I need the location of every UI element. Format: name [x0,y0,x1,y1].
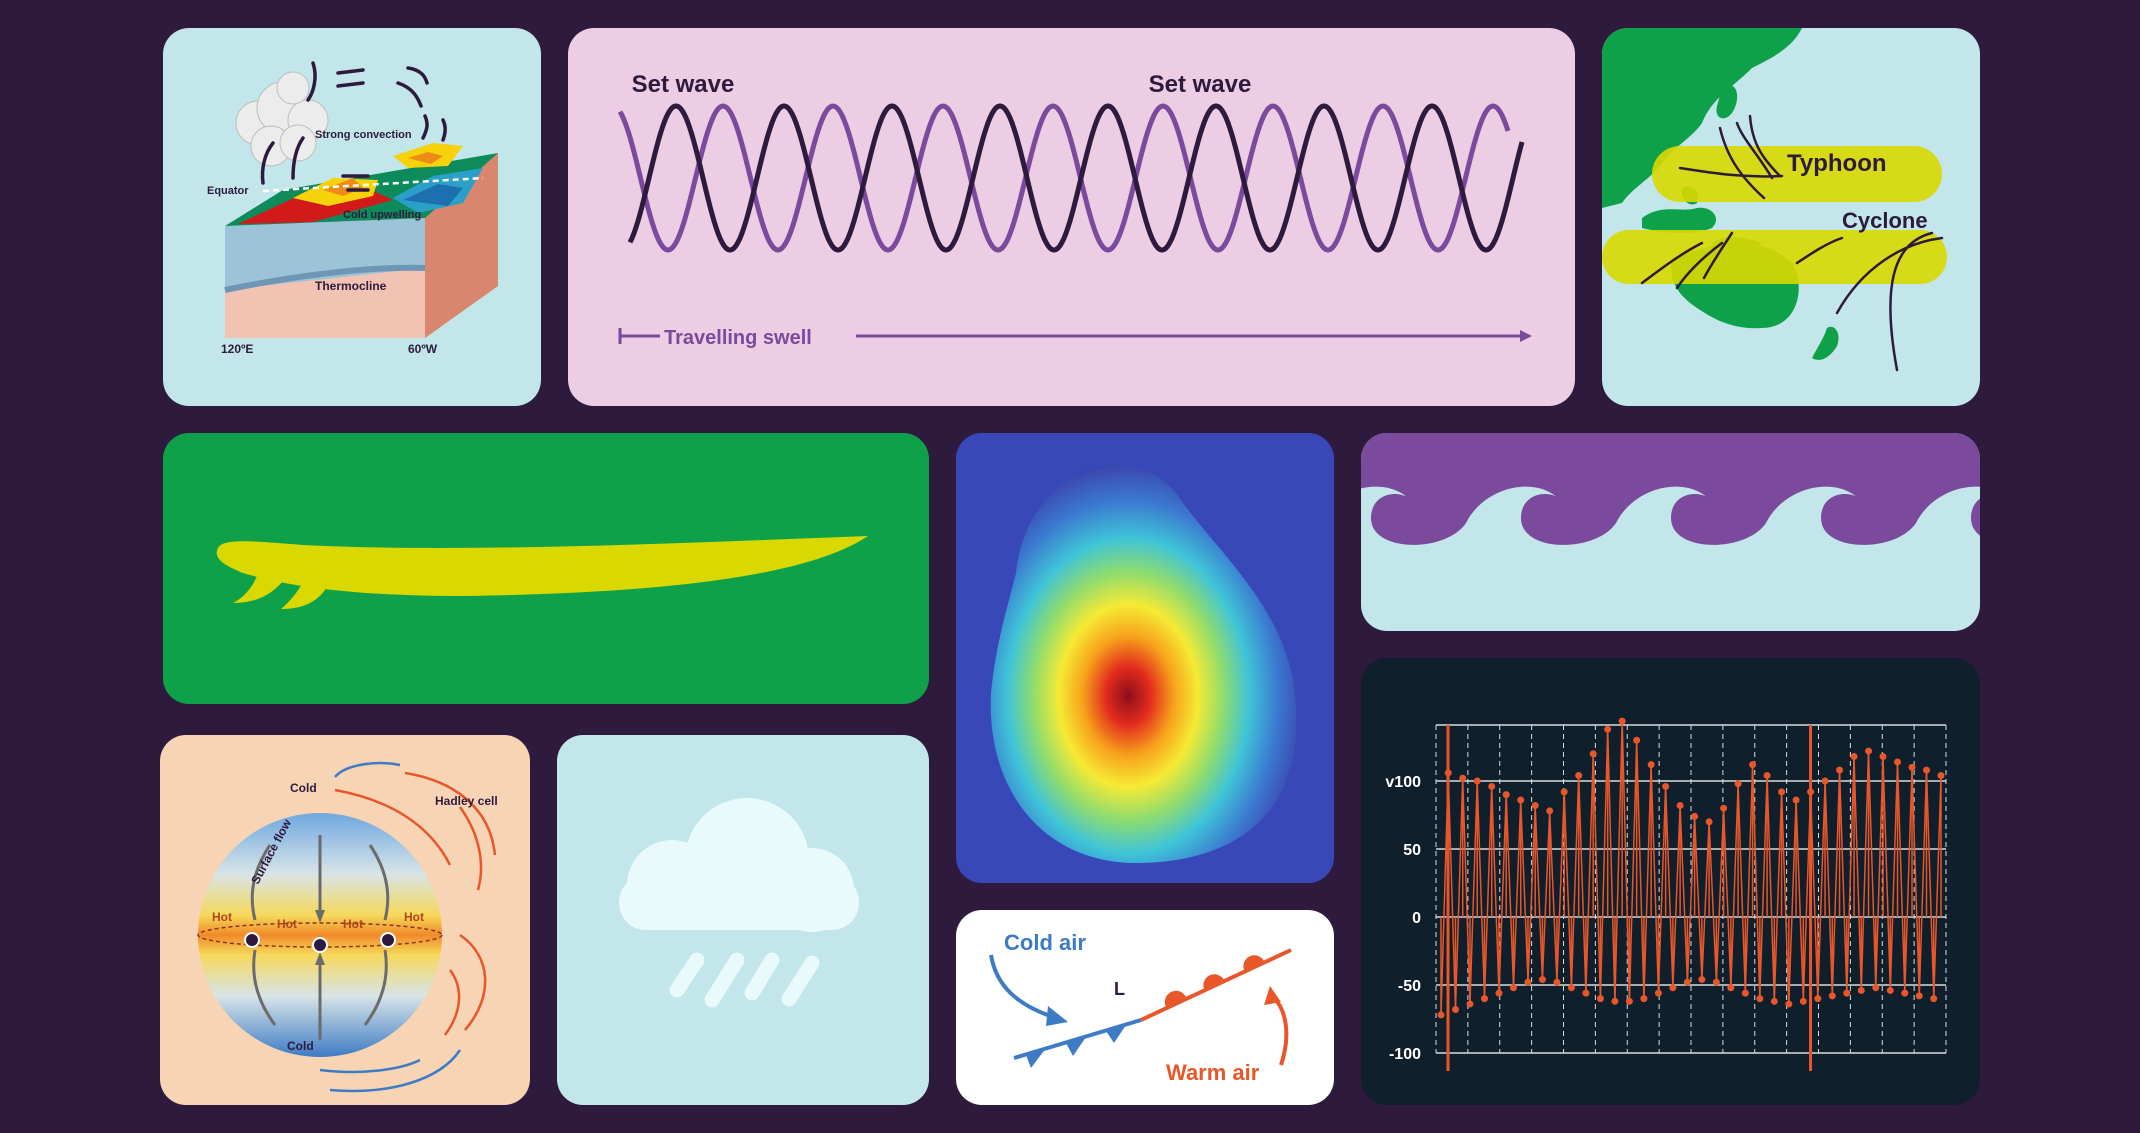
elnino-cold-upwelling-label: Cold upwelling [343,209,421,221]
set-wave-left-label: Set wave [632,71,735,98]
stem-point [1437,1011,1445,1019]
set-wave-right-label: Set wave [1149,71,1252,98]
swell-wave-dark [627,103,1525,253]
swell-wave-purple [617,103,1511,253]
elnino-equator-label: Equator [207,185,249,197]
swell-tile: Set wave Set wave Travelling swell [568,28,1575,406]
rain-cloud-tile [557,735,929,1105]
y-tick-label: 0 [1412,910,1421,927]
series-line [1440,721,1942,1015]
waves-tile [1361,433,1980,631]
elnino-lon-right-label: 60ºW [408,342,438,356]
stem-point [1785,1000,1793,1008]
stem-point [1857,986,1865,994]
hot-label: Hot [212,910,232,924]
cyclone-label: Cyclone [1842,208,1928,233]
stem-chart: v100 50 0 -50 -100 [1385,717,1947,1071]
stem-point [1575,772,1583,780]
hot-label: Hot [343,917,363,931]
heatmap-tile [956,433,1334,883]
storm-map: Typhoon Cyclone [1602,28,1947,372]
low-pressure-label: L [1114,979,1125,999]
stem-point [1691,812,1699,820]
y-tick-label: 50 [1403,842,1421,859]
swell-diagram: Set wave Set wave Travelling swell [617,71,1532,350]
hot-label: Hot [404,910,424,924]
hadley-tile: Cold Cold Hadley cell Surface flow Hot H… [160,735,530,1105]
waves-pattern [1361,433,1980,545]
stem-point [1894,758,1902,766]
hot-label: Hot [277,917,297,931]
stem-point [1466,1000,1474,1008]
hadley-cold-top-label: Cold [290,781,317,795]
stem-point [1937,772,1945,780]
arrow-right-icon [1520,330,1532,342]
elnino-strong-convection-label: Strong convection [315,129,412,141]
elnino-diagram: Strong convection Equator Cold upwelling… [207,61,498,356]
front-diagram: Cold air Warm air L [989,930,1292,1085]
front-tile: Cold air Warm air L [956,910,1334,1105]
y-tick-label: -100 [1389,1046,1421,1063]
stem-point [1611,997,1619,1005]
rain-cloud-icon [619,798,859,1008]
y-tick-label: -50 [1398,978,1421,995]
storm-map-tile: Typhoon Cyclone [1602,28,1980,406]
hadley-cold-bottom-label: Cold [287,1039,314,1053]
elnino-thermocline-label: Thermocline [315,279,387,293]
hadley-diagram: Cold Cold Hadley cell Surface flow Hot H… [197,761,498,1093]
stem-point [1618,717,1626,725]
hadley-cell-label: Hadley cell [435,794,498,808]
warm-air-label: Warm air [1166,1060,1260,1085]
stem-point [1763,772,1771,780]
travelling-swell-label: Travelling swell [664,327,812,349]
cold-air-label: Cold air [1004,930,1086,955]
surfboard-icon [216,536,868,609]
y-tick-label: v100 [1385,774,1421,791]
elnino-lon-left-label: 120ºE [221,342,253,356]
heatmap-blob [956,433,1334,883]
stem-point [1886,986,1894,994]
stem-chart-tile: v100 50 0 -50 -100 [1361,658,1980,1105]
surfboard-tile [163,433,929,704]
typhoon-label: Typhoon [1787,150,1887,177]
elnino-tile: Strong convection Equator Cold upwelling… [163,28,541,406]
